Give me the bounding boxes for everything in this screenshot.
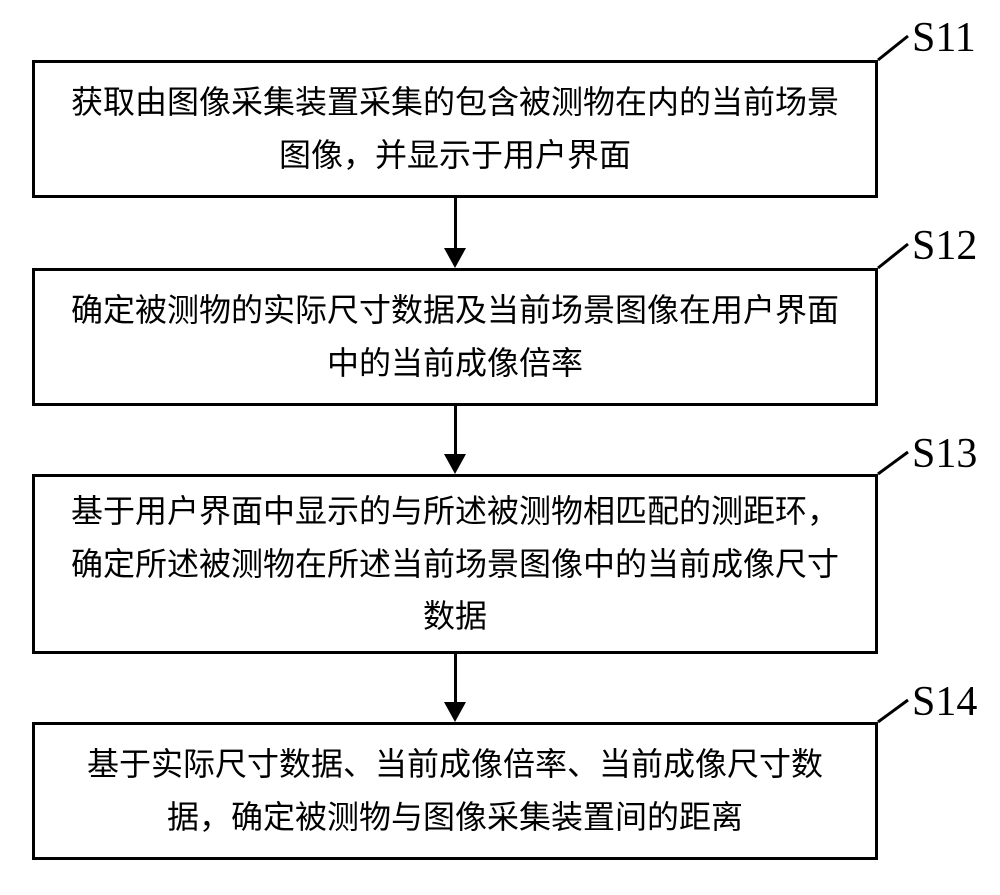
arrow-shaft xyxy=(454,406,457,456)
lead-line xyxy=(878,452,908,474)
step-text: 获取由图像采集装置采集的包含被测物在内的当前场景图像，并显示于用户界面 xyxy=(63,76,847,182)
lead-line xyxy=(878,36,908,60)
arrow-head-icon xyxy=(444,248,466,268)
lead-line xyxy=(878,244,908,268)
arrow-shaft xyxy=(454,198,457,250)
lead-line xyxy=(878,700,908,722)
step-box-s14: 基于实际尺寸数据、当前成像倍率、当前成像尺寸数据，确定被测物与图像采集装置间的距… xyxy=(32,722,878,860)
step-text: 确定被测物的实际尺寸数据及当前场景图像在用户界面中的当前成像倍率 xyxy=(63,284,847,390)
arrow-head-icon xyxy=(444,454,466,474)
arrow-head-icon xyxy=(444,702,466,722)
step-box-s12: 确定被测物的实际尺寸数据及当前场景图像在用户界面中的当前成像倍率 xyxy=(32,268,878,406)
step-label-s12: S12 xyxy=(912,222,977,270)
step-text: 基于用户界面中显示的与所述被测物相匹配的测距环，确定所述被测物在所述当前场景图像… xyxy=(63,485,847,643)
step-label-s13: S13 xyxy=(912,430,977,478)
step-label-s14: S14 xyxy=(912,678,977,726)
flowchart-diagram: 获取由图像采集装置采集的包含被测物在内的当前场景图像，并显示于用户界面 S11 … xyxy=(0,0,1000,895)
step-box-s11: 获取由图像采集装置采集的包含被测物在内的当前场景图像，并显示于用户界面 xyxy=(32,60,878,198)
step-text: 基于实际尺寸数据、当前成像倍率、当前成像尺寸数据，确定被测物与图像采集装置间的距… xyxy=(63,738,847,844)
step-label-s11: S11 xyxy=(912,14,976,62)
step-box-s13: 基于用户界面中显示的与所述被测物相匹配的测距环，确定所述被测物在所述当前场景图像… xyxy=(32,474,878,654)
arrow-shaft xyxy=(454,654,457,704)
